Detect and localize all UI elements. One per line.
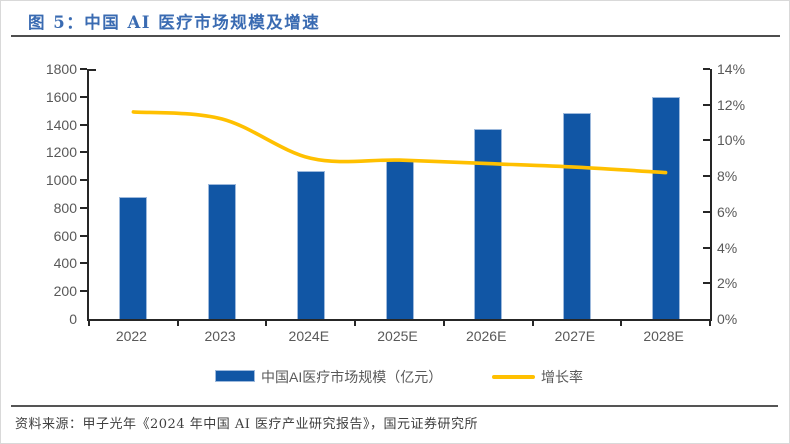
left-axis-tick (80, 262, 87, 265)
bar-2022 (119, 196, 148, 319)
right-axis-tick (703, 68, 710, 70)
left-axis-tick (80, 290, 87, 293)
left-axis-tick (80, 123, 87, 126)
left-axis-tick (80, 95, 87, 98)
right-axis-tick-label: 0% (717, 311, 738, 327)
right-axis-tick-label: 6% (717, 203, 738, 220)
x-axis-tick (265, 321, 268, 326)
bar-2028E (651, 96, 680, 319)
left-axis-tick-label: 400 (53, 255, 77, 272)
right-axis-tick-label: 14% (717, 61, 746, 77)
right-axis-tick-label: 8% (717, 168, 738, 185)
left-axis-tick (80, 179, 87, 182)
x-axis-tick (354, 321, 357, 326)
left-axis-tick-label: 1600 (45, 88, 77, 105)
x-axis-category-label: 2028E (643, 328, 684, 344)
plot-area (80, 68, 712, 326)
chart-area: 1800 1600 1400 1200 1000 800 600 400 200 0 14% 12%… (1, 1, 789, 401)
left-axis-tick (80, 206, 87, 209)
left-axis-tick-label: 1200 (45, 144, 77, 161)
legend-bar-label: 中国AI医疗市场规模（亿元） (261, 369, 443, 385)
x-axis-category-label: 2025E (377, 328, 418, 344)
x-axis-tick (709, 321, 711, 326)
left-axis-tick-label: 200 (53, 283, 77, 300)
bar-2025E (385, 159, 414, 319)
bar-2026E (474, 129, 503, 319)
bar-2023 (208, 183, 237, 319)
legend-line-swatch (492, 375, 535, 379)
left-axis-tick-label: 600 (53, 227, 77, 244)
left-axis-tick-label: 1800 (45, 61, 77, 77)
growth-rate-line (131, 110, 668, 175)
legend-bar-swatch (215, 370, 255, 382)
x-axis-category-label: 2026E (465, 328, 507, 344)
growth-rate-path (131, 110, 668, 175)
left-axis-tick (80, 234, 87, 237)
x-axis-tick (620, 321, 623, 326)
right-axis-tick-label: 10% (717, 132, 746, 149)
right-axis-tick (703, 210, 710, 213)
left-axis-tick (80, 68, 87, 70)
left-axis-tick-label: 0 (69, 311, 77, 327)
x-axis-tick (531, 321, 534, 326)
right-axis-tick-label: 2% (717, 275, 738, 292)
x-axis-category-label: 2023 (204, 328, 236, 344)
right-axis-tick (703, 246, 710, 249)
right-axis-tick (703, 103, 710, 106)
x-axis-category-label: 2022 (115, 328, 147, 344)
x-axis-tick (442, 321, 445, 326)
right-axis-tick-label: 12% (717, 96, 746, 113)
source-rule (11, 405, 778, 407)
right-axis-tick-label: 4% (717, 239, 738, 256)
x-axis-category-label: 2024E (288, 328, 330, 344)
bar-2024E (296, 171, 325, 319)
right-axis-tick (703, 282, 710, 285)
source-note: 资料来源：甲子光年《2024 年中国 AI 医疗产业研究报告》，国元证券研究所 (15, 417, 479, 432)
right-axis-tick (703, 139, 710, 142)
figure-title: 图 5：中国 AI 医疗市场规模及增速 (28, 13, 321, 32)
right-axis-tick (703, 175, 710, 178)
left-axis-tick (89, 69, 96, 71)
x-axis-category-label: 2027E (554, 328, 596, 344)
x-axis-tick (88, 321, 90, 326)
left-axis-tick-label: 1400 (45, 116, 77, 133)
x-axis-tick (176, 321, 179, 326)
bar-2027E (562, 113, 591, 319)
left-axis-tick-label: 800 (53, 199, 77, 216)
left-axis-tick-label: 1000 (45, 172, 77, 189)
title-rule (11, 35, 780, 37)
left-axis-tick (80, 151, 87, 154)
legend-line-label: 增长率 (541, 369, 583, 385)
